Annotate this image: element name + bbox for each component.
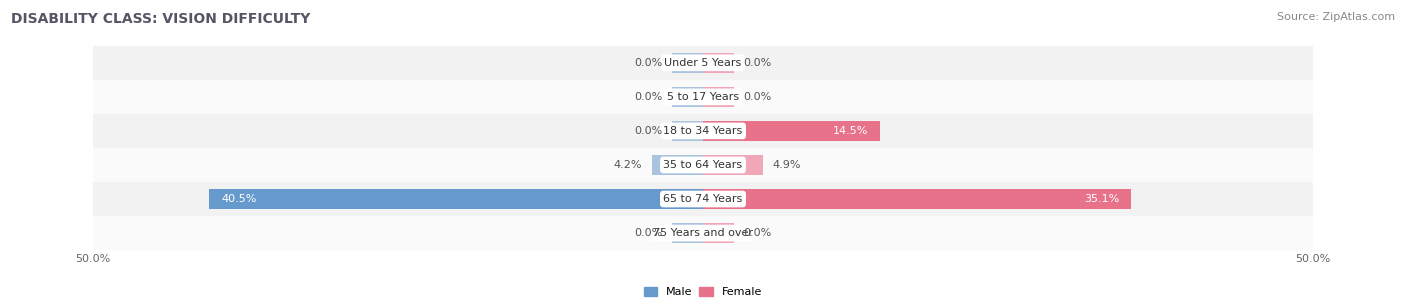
- Text: 0.0%: 0.0%: [634, 92, 662, 102]
- Text: 4.9%: 4.9%: [772, 160, 801, 170]
- Text: 0.0%: 0.0%: [634, 228, 662, 238]
- Text: 0.0%: 0.0%: [634, 58, 662, 68]
- Bar: [672, 52, 703, 73]
- Bar: [93, 148, 1313, 182]
- Bar: [703, 87, 734, 107]
- Bar: [208, 189, 703, 209]
- Text: 0.0%: 0.0%: [744, 92, 772, 102]
- Text: 14.5%: 14.5%: [832, 126, 868, 136]
- Bar: [652, 155, 703, 175]
- Text: 0.0%: 0.0%: [744, 58, 772, 68]
- Bar: [672, 87, 703, 107]
- Legend: Male, Female: Male, Female: [640, 282, 766, 302]
- Text: 35 to 64 Years: 35 to 64 Years: [664, 160, 742, 170]
- Bar: [93, 80, 1313, 114]
- Text: DISABILITY CLASS: VISION DIFFICULTY: DISABILITY CLASS: VISION DIFFICULTY: [11, 12, 311, 26]
- Text: 18 to 34 Years: 18 to 34 Years: [664, 126, 742, 136]
- Bar: [672, 223, 703, 243]
- Bar: [93, 46, 1313, 80]
- Bar: [672, 121, 703, 141]
- Bar: [703, 121, 880, 141]
- Bar: [93, 182, 1313, 216]
- Bar: [93, 216, 1313, 250]
- Text: 35.1%: 35.1%: [1084, 194, 1119, 204]
- Text: Under 5 Years: Under 5 Years: [665, 58, 741, 68]
- Bar: [703, 155, 763, 175]
- Text: 0.0%: 0.0%: [744, 228, 772, 238]
- Bar: [93, 114, 1313, 148]
- Text: 4.2%: 4.2%: [613, 160, 643, 170]
- Bar: [703, 52, 734, 73]
- Bar: [703, 223, 734, 243]
- Bar: [703, 189, 1132, 209]
- Text: 75 Years and over: 75 Years and over: [652, 228, 754, 238]
- Text: Source: ZipAtlas.com: Source: ZipAtlas.com: [1277, 12, 1395, 22]
- Text: 65 to 74 Years: 65 to 74 Years: [664, 194, 742, 204]
- Text: 5 to 17 Years: 5 to 17 Years: [666, 92, 740, 102]
- Text: 40.5%: 40.5%: [221, 194, 256, 204]
- Text: 0.0%: 0.0%: [634, 126, 662, 136]
